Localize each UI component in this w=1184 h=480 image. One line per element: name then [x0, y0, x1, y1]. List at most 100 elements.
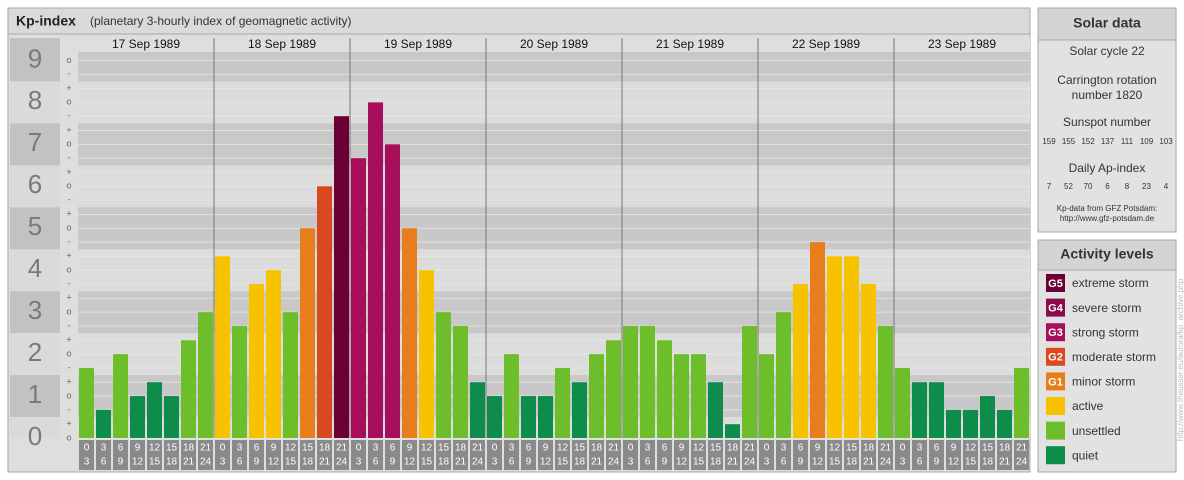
bar	[283, 312, 298, 438]
hour-end: 9	[798, 457, 804, 468]
hour-end: 3	[356, 457, 362, 468]
hour-end: 15	[421, 457, 433, 468]
hour-box	[623, 440, 638, 470]
bar	[147, 382, 162, 438]
hour-box	[861, 440, 876, 470]
hour-end: 12	[540, 457, 552, 468]
legend-swatch	[1046, 323, 1065, 342]
hour-start: 0	[900, 443, 906, 454]
ap-value: 8	[1125, 182, 1130, 191]
minor-tick-label: o	[66, 390, 71, 400]
hour-box	[538, 440, 553, 470]
legend-swatch	[1046, 421, 1065, 440]
hour-box	[198, 440, 213, 470]
hour-start: 15	[710, 443, 722, 454]
hour-start: 9	[543, 443, 549, 454]
hour-start: 3	[509, 443, 515, 454]
hour-end: 6	[101, 457, 107, 468]
hour-start: 3	[101, 443, 107, 454]
hour-end: 9	[254, 457, 260, 468]
hour-box	[79, 440, 94, 470]
hour-start: 18	[591, 443, 603, 454]
hour-start: 12	[557, 443, 569, 454]
hour-start: 18	[183, 443, 195, 454]
minor-tick-label: +	[66, 251, 71, 261]
minor-tick-label: +	[66, 83, 71, 93]
minor-tick-label: +	[66, 335, 71, 345]
hour-start: 12	[285, 443, 297, 454]
carrington: Carrington rotation	[1057, 73, 1156, 87]
hour-box	[555, 440, 570, 470]
hour-start: 0	[84, 443, 90, 454]
hour-end: 15	[557, 457, 569, 468]
kp-label-box	[10, 417, 60, 438]
hour-box	[96, 440, 111, 470]
hour-end: 21	[727, 457, 739, 468]
ap-value: 4	[1164, 182, 1169, 191]
hour-box	[300, 440, 315, 470]
hour-start: 21	[472, 443, 484, 454]
hour-end: 21	[999, 457, 1011, 468]
hour-end: 18	[438, 457, 450, 468]
bar	[623, 325, 638, 438]
bar	[300, 228, 315, 438]
legend-badge: G4	[1048, 303, 1064, 315]
hour-end: 18	[166, 457, 178, 468]
bar	[725, 424, 740, 438]
hour-box	[827, 440, 842, 470]
bar	[640, 325, 655, 438]
bar	[589, 354, 604, 438]
bar	[827, 256, 842, 438]
hour-end: 15	[965, 457, 977, 468]
hour-end: 24	[608, 457, 620, 468]
legend-title-bar	[1037, 239, 1177, 271]
hour-box	[640, 440, 655, 470]
hour-end: 24	[880, 457, 892, 468]
ap-value: 6	[1105, 182, 1110, 191]
bar	[793, 284, 808, 438]
hour-end: 12	[676, 457, 688, 468]
hour-end: 18	[302, 457, 314, 468]
bar	[113, 354, 128, 438]
bar	[249, 284, 264, 438]
minor-tick-label: +	[66, 377, 71, 387]
hour-start: 18	[455, 443, 467, 454]
hour-end: 24	[1016, 457, 1028, 468]
hour-end: 9	[390, 457, 396, 468]
hour-end: 6	[373, 457, 379, 468]
hour-start: 6	[118, 443, 124, 454]
date-label: 19 Sep 1989	[384, 37, 452, 51]
hour-end: 24	[472, 457, 484, 468]
minor-tick-label: -	[68, 194, 71, 204]
hour-start: 0	[492, 443, 498, 454]
hour-box	[113, 440, 128, 470]
kp-label-box	[10, 207, 60, 250]
legend-label: strong storm	[1072, 325, 1139, 339]
legend-label: extreme storm	[1072, 276, 1149, 290]
hour-end: 15	[149, 457, 161, 468]
hour-box	[725, 440, 740, 470]
bar	[742, 325, 757, 438]
sunspot-value: 155	[1062, 137, 1076, 146]
bar	[96, 409, 111, 438]
hour-start: 15	[438, 443, 450, 454]
hour-box	[742, 440, 757, 470]
minor-tick-label: o	[66, 348, 71, 358]
hour-start: 18	[319, 443, 331, 454]
y-tick-label: 9	[28, 43, 42, 73]
date-row	[78, 38, 1030, 52]
minor-tick-label: o	[66, 265, 71, 275]
hour-start: 12	[829, 443, 841, 454]
hour-end: 15	[693, 457, 705, 468]
bar	[912, 382, 927, 438]
hour-box	[759, 440, 774, 470]
hour-box	[691, 440, 706, 470]
bar	[385, 144, 400, 438]
hour-box	[521, 440, 536, 470]
chart-subtitle: (planetary 3-hourly index of geomagnetic…	[90, 14, 351, 28]
hour-end: 21	[591, 457, 603, 468]
ap-value: 7	[1047, 182, 1052, 191]
bar	[844, 256, 859, 438]
bar	[470, 382, 485, 438]
hour-box	[929, 440, 944, 470]
